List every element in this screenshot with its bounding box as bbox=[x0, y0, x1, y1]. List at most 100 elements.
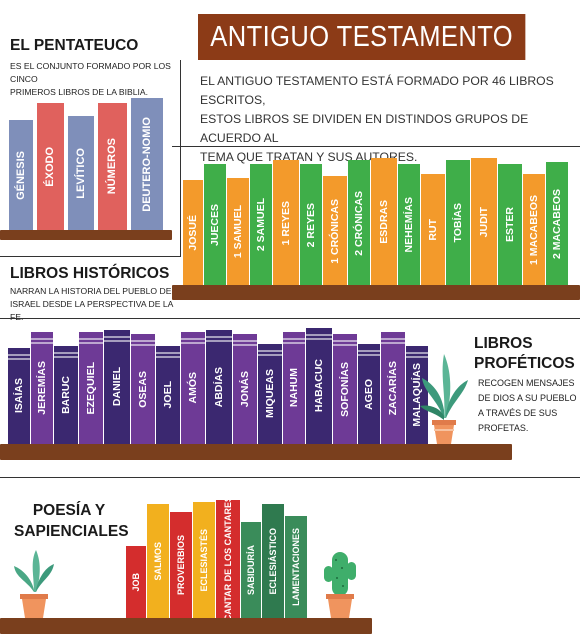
book-spine: JOB bbox=[126, 546, 146, 618]
book-spine: ABDÍAS bbox=[206, 330, 232, 444]
sapienciales-shelf bbox=[0, 618, 372, 634]
pentateuco-shelf bbox=[0, 230, 172, 240]
desc-line: A TRAVÉS DE SUS bbox=[478, 408, 558, 418]
divider-line bbox=[172, 146, 580, 147]
book-title: LEVÍTICO bbox=[74, 147, 87, 199]
book-spine: MIQUEAS bbox=[258, 344, 282, 444]
book-spine: ZACARÍAS bbox=[381, 332, 405, 444]
book-title: TOBÍAS bbox=[451, 203, 464, 243]
book-spine: DEUTERO-NOMIO bbox=[131, 98, 163, 230]
book-spine: 2 REYES bbox=[300, 164, 322, 286]
book-title: SALMOS bbox=[152, 541, 163, 581]
book-band bbox=[283, 342, 305, 344]
book-title: DANIEL bbox=[110, 367, 123, 407]
book-title: HABACUC bbox=[312, 359, 325, 413]
sapienciales-heading: POESÍA Y SAPIENCIALES bbox=[14, 500, 129, 542]
book-spine: ECLESIASTÉS bbox=[193, 502, 215, 618]
book-title: OSEAS bbox=[136, 370, 149, 408]
book-title: SABIDURÍA bbox=[245, 544, 256, 595]
book-band bbox=[358, 354, 380, 356]
book-spine: ESTER bbox=[498, 164, 522, 286]
book-title: MIQUEAS bbox=[263, 369, 276, 419]
book-spine: 1 SAMUEL bbox=[227, 178, 249, 286]
book-band bbox=[283, 338, 305, 340]
book-band bbox=[131, 340, 155, 342]
book-title: ZACARÍAS bbox=[386, 360, 399, 416]
book-title: RUT bbox=[426, 219, 439, 241]
book-band bbox=[156, 356, 180, 358]
book-title: JEREMÍAS bbox=[35, 361, 48, 415]
cactus-icon bbox=[324, 552, 356, 618]
intro-line: ESTOS LIBROS SE DIVIDEN EN DISTINDOS GRU… bbox=[200, 112, 529, 145]
book-spine: ISAÍAS bbox=[8, 348, 30, 444]
book-spine: 1 CRÓNICAS bbox=[323, 176, 347, 286]
book-spine: 2 SAMUEL bbox=[250, 164, 272, 286]
book-band bbox=[406, 356, 428, 358]
book-spine: NEHEMÍAS bbox=[398, 164, 420, 286]
book-title: PROVERBIOS bbox=[175, 534, 186, 595]
desc-line: RECOGEN MENSAJES bbox=[478, 378, 575, 388]
book-band bbox=[79, 338, 103, 340]
heading-line: SAPIENCIALES bbox=[14, 523, 129, 540]
book-spine: JUDIT bbox=[471, 158, 497, 286]
book-title: NEHEMÍAS bbox=[402, 197, 415, 253]
book-band bbox=[406, 352, 428, 354]
book-spine: 1 REYES bbox=[273, 160, 299, 286]
heading-line: PROFÉTICOS bbox=[474, 355, 575, 372]
plant-icon bbox=[14, 550, 54, 618]
book-title: ECLESIÁSTICO bbox=[267, 527, 278, 595]
book-band bbox=[381, 342, 405, 344]
book-title: GÉNESIS bbox=[14, 150, 27, 200]
book-spine: SOFONÍAS bbox=[333, 334, 357, 444]
book-band bbox=[104, 340, 130, 342]
historicos-description: NARRAN LA HISTORIA DEL PUEBLO DE ISRAEL … bbox=[10, 285, 180, 324]
book-spine: ESDRAS bbox=[371, 158, 397, 286]
book-band bbox=[79, 342, 103, 344]
book-title: 2 CRÓNICAS bbox=[352, 190, 365, 256]
book-title: DEUTERO-NOMIO bbox=[140, 116, 153, 212]
book-band bbox=[8, 354, 30, 356]
book-spine: 2 CRÓNICAS bbox=[348, 160, 370, 286]
intro-text: EL ANTIGUO TESTAMENTO ESTÁ FORMADO POR 4… bbox=[200, 72, 575, 167]
book-title: 1 MACABEOS bbox=[527, 194, 540, 265]
book-spine: OSEAS bbox=[131, 334, 155, 444]
historicos-heading: LIBROS HISTÓRICOS bbox=[10, 265, 170, 282]
book-spine: SABIDURÍA bbox=[241, 522, 261, 618]
desc-line: DE DIOS A SU PUEBLO bbox=[478, 393, 577, 403]
book-title: BARUC bbox=[59, 376, 72, 414]
sapienciales-books: JOB SALMOS PROVERBIOS ECLESIASTÉS CANTAR DE … bbox=[126, 496, 316, 622]
page-title: ANTIGUO TESTAMENTO bbox=[198, 14, 526, 60]
book-band bbox=[181, 342, 205, 344]
book-title: JOB bbox=[130, 572, 141, 592]
book-band bbox=[306, 334, 332, 336]
book-title: ISAÍAS bbox=[12, 378, 25, 414]
book-title: JOSUÉ bbox=[186, 215, 199, 251]
divider-line bbox=[0, 318, 580, 319]
book-title: AMÓS bbox=[186, 372, 199, 404]
book-title: CANTAR DE LOS CANTARES bbox=[222, 496, 233, 622]
book-title: ABDÍAS bbox=[212, 366, 225, 408]
book-title: NÚMEROS bbox=[106, 138, 118, 195]
heading-line: POESÍA Y bbox=[32, 502, 106, 519]
book-spine: NAHUM bbox=[283, 332, 305, 444]
pentateuco-books: GÉNESIS ÉXODO LEVÍTICO NÚMEROS DEUTERO-NOMIO bbox=[9, 96, 163, 230]
book-band bbox=[31, 338, 53, 340]
book-band bbox=[333, 344, 357, 346]
book-title: 2 REYES bbox=[304, 202, 317, 248]
pentateuco-heading: EL PENTATEUCO bbox=[10, 37, 139, 54]
book-spine: JEREMÍAS bbox=[31, 332, 53, 444]
book-title: AGEO bbox=[362, 378, 375, 410]
book-spine: AGEO bbox=[358, 344, 380, 444]
book-spine: SALMOS bbox=[147, 504, 169, 618]
book-band bbox=[333, 340, 357, 342]
profeticos-books: ISAÍAS JEREMÍAS BARUC EZEQUIEL DANIEL OSEAS JO… bbox=[8, 328, 428, 444]
desc-line: ISRAEL DESDE LA PERSPECTIVA DE LA FE. bbox=[10, 299, 173, 322]
book-title: 1 REYES bbox=[279, 200, 292, 246]
book-spine: CANTAR DE LOS CANTARES bbox=[216, 496, 240, 622]
book-band bbox=[306, 338, 332, 340]
book-title: JONÁS bbox=[238, 370, 251, 408]
book-spine: BARUC bbox=[54, 346, 78, 444]
heading-line: LIBROS bbox=[474, 335, 533, 352]
profeticos-heading: LIBROS PROFÉTICOS bbox=[474, 334, 575, 374]
book-title: JUDIT bbox=[477, 206, 490, 238]
